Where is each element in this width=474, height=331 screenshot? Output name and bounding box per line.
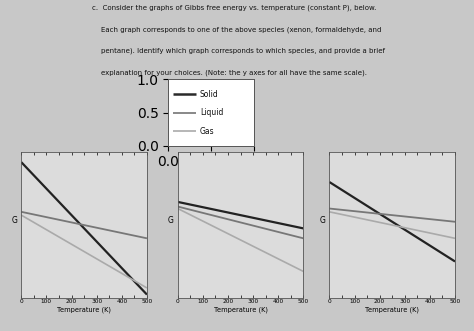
- Text: Each graph corresponds to one of the above species (xenon, formaldehyde, and: Each graph corresponds to one of the abo…: [92, 26, 382, 33]
- Text: explanation for your choices. (Note: the y axes for all have the same scale).: explanation for your choices. (Note: the…: [92, 70, 367, 76]
- X-axis label: Temperature (K): Temperature (K): [365, 307, 419, 313]
- Text: Solid: Solid: [200, 89, 219, 99]
- X-axis label: Temperature (K): Temperature (K): [57, 307, 111, 313]
- Text: Liquid: Liquid: [200, 108, 223, 117]
- Text: c.  Consider the graphs of Gibbs free energy vs. temperature (constant P), below: c. Consider the graphs of Gibbs free ene…: [92, 5, 377, 12]
- Text: Gas: Gas: [200, 126, 214, 136]
- X-axis label: Temperature (K): Temperature (K): [214, 307, 267, 313]
- Text: pentane). Identify which graph corresponds to which species, and provide a brief: pentane). Identify which graph correspon…: [92, 48, 385, 55]
- Y-axis label: G: G: [319, 216, 326, 225]
- Y-axis label: G: G: [11, 216, 18, 225]
- Y-axis label: G: G: [168, 216, 174, 225]
